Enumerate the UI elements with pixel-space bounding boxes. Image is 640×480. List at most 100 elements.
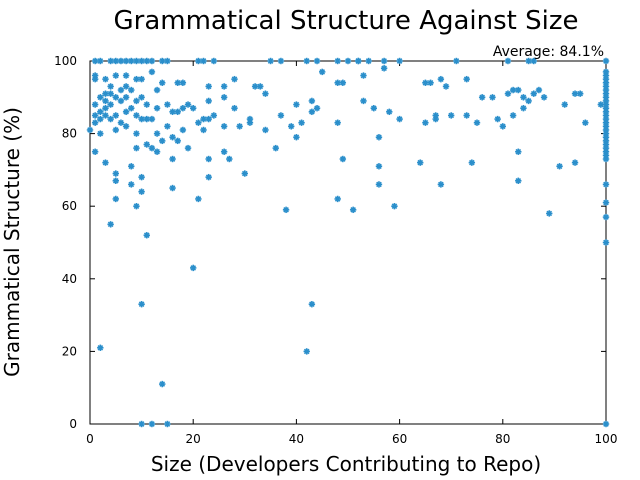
data-point (138, 75, 145, 83)
data-point (267, 57, 274, 65)
data-point (148, 144, 156, 152)
data-point (349, 206, 357, 214)
data-point (313, 57, 321, 65)
data-point (504, 90, 512, 97)
data-point (489, 94, 496, 101)
data-point (97, 130, 104, 137)
data-point (138, 301, 145, 308)
data-point (205, 155, 212, 163)
data-point (133, 130, 140, 137)
data-point (360, 72, 367, 79)
data-point (478, 94, 486, 101)
data-point (148, 57, 156, 65)
data-point (396, 57, 403, 65)
data-point (582, 119, 589, 126)
data-point (107, 221, 114, 228)
data-point (122, 108, 130, 116)
y-tick-label: 0 (69, 417, 77, 431)
data-point (195, 195, 202, 203)
data-point (277, 112, 285, 119)
data-point (91, 148, 99, 155)
data-point (97, 115, 104, 123)
data-point (122, 94, 130, 101)
data-point (102, 159, 109, 166)
data-point (107, 57, 114, 65)
data-point (148, 420, 156, 428)
data-point (303, 57, 310, 65)
data-point (432, 112, 439, 119)
data-point (112, 72, 119, 79)
data-point (112, 94, 119, 101)
data-point (107, 101, 114, 108)
data-point (133, 112, 140, 119)
data-point (112, 170, 119, 177)
x-tick-label: 80 (495, 432, 510, 446)
data-point (112, 195, 119, 203)
data-point (540, 94, 548, 101)
data-point (164, 123, 171, 130)
data-point (107, 83, 114, 90)
data-point (339, 79, 347, 86)
data-point (386, 108, 393, 116)
chart-title: Grammatical Structure Against Size (113, 6, 578, 36)
data-point (205, 173, 212, 181)
data-point (102, 97, 109, 105)
data-point (117, 86, 125, 94)
y-tick-label: 40 (62, 272, 77, 286)
data-point (112, 177, 119, 184)
data-point (602, 239, 610, 246)
data-point (334, 57, 341, 65)
data-point (602, 155, 610, 163)
data-point (262, 126, 269, 134)
data-point (231, 104, 238, 112)
x-axis-label: Size (Developers Contributing to Repo) (151, 452, 541, 476)
data-point (174, 108, 181, 116)
x-tick-label: 0 (86, 432, 94, 446)
data-point (463, 75, 470, 83)
data-point (220, 123, 228, 130)
data-point (355, 57, 362, 65)
data-point (561, 101, 568, 108)
data-point (602, 57, 610, 65)
data-point (448, 112, 455, 119)
data-point (91, 112, 99, 119)
data-point (107, 90, 114, 97)
data-point (463, 112, 470, 119)
data-point (546, 210, 553, 217)
data-point (210, 57, 218, 65)
data-point (499, 123, 506, 130)
data-point (112, 57, 119, 65)
data-point (494, 115, 501, 123)
y-tick-label: 20 (62, 344, 77, 358)
data-point (282, 206, 290, 214)
data-point (236, 123, 243, 130)
data-point (133, 97, 140, 105)
data-point (525, 97, 532, 105)
data-points (86, 57, 610, 428)
data-point (179, 104, 187, 112)
data-point (210, 112, 218, 119)
data-point (153, 86, 161, 94)
data-point (179, 79, 187, 86)
data-point (128, 57, 135, 65)
data-point (102, 75, 109, 83)
data-point (190, 264, 197, 272)
data-point (293, 101, 300, 108)
data-point (128, 86, 135, 94)
data-point (334, 195, 341, 203)
data-point (112, 126, 119, 134)
data-point (391, 203, 398, 210)
data-point (360, 97, 367, 105)
data-point (190, 104, 197, 112)
data-point (339, 155, 347, 163)
data-point (520, 94, 527, 101)
data-point (262, 90, 269, 97)
data-point (313, 104, 321, 112)
data-point (164, 57, 171, 65)
data-point (169, 155, 176, 163)
data-point (396, 115, 403, 123)
data-point (86, 126, 94, 134)
data-point (91, 119, 99, 126)
data-point (143, 101, 150, 108)
data-point (128, 163, 135, 170)
